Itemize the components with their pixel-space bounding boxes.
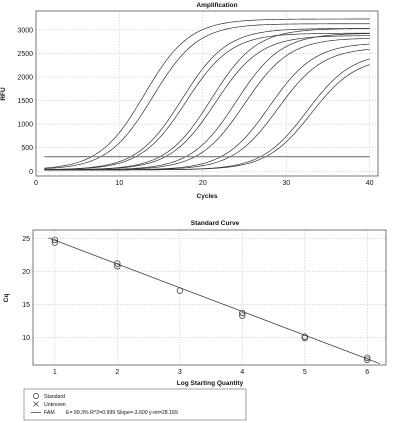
standard-point (176, 287, 183, 294)
legend-standard-symbol (33, 393, 39, 399)
amplification-x-axis-label: Cycles (197, 193, 218, 200)
amp-y-tick-label: 0 (29, 169, 33, 176)
amplification-curve (44, 49, 370, 171)
amplification-curve (44, 32, 370, 170)
amplification-title: Amplification (196, 2, 237, 9)
standard-point (364, 356, 371, 363)
standard-curve-chart: Standard Curve 1 2 3 4 5 6 10 15 20 25 Log Starti… (3, 220, 387, 421)
standard-curve-title: Standard Curve (191, 220, 240, 227)
standard-curve-tick-labels: 1 2 3 4 5 6 10 15 20 25 (22, 236, 369, 376)
standard-point (364, 354, 371, 361)
amplification-tick-labels: 0 10 20 30 40 0 500 1000 1500 2000 2500 3000 (17, 27, 373, 187)
standard-curve-legend: Standard Unknown FAM E= 99.3% R^2=0.999 … (23, 388, 247, 421)
standard-curve-plot-frame (32, 229, 387, 366)
standard-curve-y-axis-label: Cq (3, 294, 10, 303)
amp-x-tick-label: 20 (199, 180, 207, 187)
amplification-curves (44, 18, 370, 171)
amplification-curve (44, 38, 370, 171)
std-x-tick-label: 1 (53, 369, 57, 376)
std-y-tick-label: 20 (22, 269, 30, 276)
standard-curve-points (51, 236, 371, 363)
legend-fam-label: FAM (44, 410, 55, 416)
amp-y-tick-label: 2500 (17, 51, 33, 58)
standard-point (114, 260, 121, 267)
amplification-curve (44, 28, 370, 170)
standard-point (301, 334, 308, 342)
std-y-tick-label: 10 (22, 335, 30, 342)
legend-standard-label: Standard (44, 394, 65, 400)
amplification-curve (44, 64, 370, 171)
amp-y-tick-label: 2000 (17, 75, 33, 82)
std-y-tick-label: 25 (22, 236, 30, 243)
standard-point (239, 312, 246, 319)
standard-point (51, 236, 59, 244)
amp-x-tick-label: 0 (34, 180, 38, 187)
amp-x-tick-label: 30 (282, 180, 290, 187)
standard-point (114, 263, 121, 270)
amplification-plot-frame (35, 10, 379, 177)
std-x-tick-label: 4 (240, 369, 244, 376)
legend-unknown-label: Unknown (44, 402, 66, 408)
legend-fam-stats: E= 99.3% R^2=0.999 Slope=-3.600 y-int=28… (66, 410, 178, 416)
amp-y-tick-label: 500 (21, 145, 33, 152)
amp-x-tick-label: 10 (116, 180, 124, 187)
std-x-tick-label: 3 (178, 369, 182, 376)
standard-curve-x-axis-label: Log Starting Quantity (177, 380, 244, 387)
amplification-y-axis-label: RFU (0, 87, 7, 101)
legend-box (23, 388, 247, 421)
std-x-tick-label: 2 (115, 369, 119, 376)
amp-y-tick-label: 1500 (17, 98, 33, 105)
std-x-tick-label: 6 (365, 369, 369, 376)
standard-point (51, 239, 59, 246)
standard-curve-fit-line (48, 237, 380, 365)
amplification-chart: Amplification 0 10 20 30 40 0 500 1000 1500 2000 2… (0, 2, 379, 200)
standard-point (239, 309, 246, 317)
std-x-tick-label: 5 (303, 369, 307, 376)
legend-unknown-symbol (33, 401, 39, 407)
std-y-tick-label: 15 (22, 302, 30, 309)
standard-curve-grid (33, 230, 386, 365)
amp-y-tick-label: 3000 (17, 27, 33, 34)
amp-y-tick-label: 1000 (17, 122, 33, 129)
amplification-curve (44, 18, 370, 169)
amplification-curve (44, 23, 370, 170)
amp-x-tick-label: 40 (366, 180, 374, 187)
amplification-curve (44, 35, 370, 171)
